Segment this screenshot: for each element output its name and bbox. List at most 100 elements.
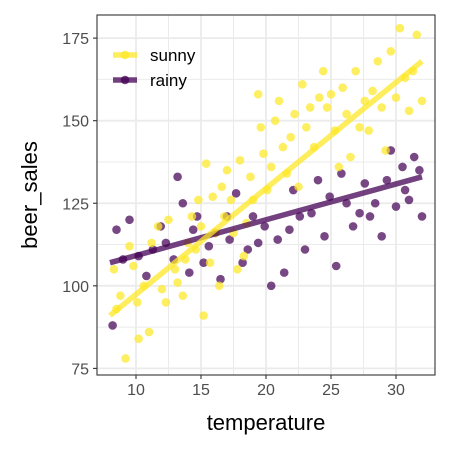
rainy-data-point	[415, 165, 424, 175]
fit-lines	[108, 59, 424, 318]
rainy-data-point	[360, 179, 370, 188]
sunny-data-point	[205, 258, 215, 268]
sunny-data-point	[173, 278, 182, 287]
sunny-data-point	[318, 66, 328, 76]
sunny-data-point	[377, 103, 387, 112]
sunny-data-point	[153, 222, 163, 231]
sunny-data-point	[373, 56, 383, 66]
rainy-data-point	[248, 212, 258, 221]
sunny-data-point	[214, 281, 224, 291]
sunny-data-point	[342, 109, 351, 119]
sunny-data-point	[298, 80, 307, 89]
x-tick-label: 15	[192, 382, 210, 399]
sunny-data-point	[294, 182, 303, 192]
rainy-data-point	[307, 208, 316, 218]
rainy-data-point	[370, 198, 380, 208]
sunny-data-point	[417, 96, 427, 106]
sunny-data-point	[364, 126, 374, 135]
rainy-data-point	[337, 169, 346, 178]
rainy-data-point	[279, 268, 289, 277]
rainy-data-point	[108, 321, 117, 330]
rainy-data-point	[266, 281, 276, 291]
sunny-data-point	[386, 47, 396, 56]
sunny-data-point	[208, 192, 217, 201]
sunny-data-point	[157, 284, 167, 294]
rainy-data-point	[238, 258, 247, 268]
sunny-data-point	[368, 86, 377, 96]
rainy-data-point	[342, 198, 351, 208]
rainy-data-point	[285, 225, 294, 234]
sunny-data-point	[201, 159, 211, 168]
rainy-data-point	[260, 222, 270, 231]
x-tick-label: 30	[387, 382, 405, 399]
y-tick-label: 75	[71, 361, 89, 378]
rainy-data-point	[178, 198, 188, 208]
sunny-data-point	[381, 146, 390, 155]
sunny-data-point	[235, 156, 245, 165]
rainy-data-point	[355, 208, 364, 218]
sunny-data-point	[133, 298, 142, 307]
x-axis-title: temperature	[207, 410, 326, 435]
x-tick-label: 10	[127, 382, 145, 399]
rainy-data-point	[365, 212, 375, 221]
y-tick-label: 100	[62, 279, 89, 296]
sunny-data-point	[278, 142, 288, 152]
rainy-data-point	[320, 231, 329, 241]
sunny-data-point	[121, 354, 130, 363]
sunny-data-point	[395, 23, 405, 33]
rainy-data-point	[112, 225, 121, 234]
sunny-data-point	[144, 327, 154, 337]
sunny-data-point	[266, 162, 276, 172]
rainy-data-point	[331, 261, 341, 271]
sunny-data-point	[125, 241, 134, 251]
sunny-data-point	[404, 106, 414, 116]
sunny-data-point	[305, 103, 315, 112]
sunny-data-point	[256, 122, 266, 132]
sunny-data-point	[302, 122, 311, 132]
sunny-data-point	[338, 83, 348, 92]
sunny-data-point	[270, 116, 280, 125]
sunny-data-point	[178, 291, 188, 301]
rainy-legend-label: rainy	[150, 71, 187, 90]
sunny-data-point	[194, 195, 203, 205]
rainy-data-point	[377, 231, 387, 241]
sunny-data-point	[226, 195, 236, 205]
rainy-data-point	[204, 241, 214, 251]
sunny-data-point	[391, 93, 401, 102]
rainy-data-point	[188, 225, 198, 234]
sunny-data-point	[246, 172, 255, 182]
sunny-data-point	[109, 265, 119, 274]
rainy-data-point	[185, 268, 194, 277]
y-tick-label: 150	[62, 114, 89, 131]
y-tick-label: 125	[62, 196, 89, 213]
sunny-data-point	[355, 122, 364, 132]
sunny-trend-line	[108, 59, 424, 318]
sunny-data-point	[161, 298, 171, 307]
sunny-data-point	[217, 182, 227, 192]
rainy-data-point	[173, 172, 182, 182]
rainy-data-point	[417, 212, 427, 221]
sunny-data-point	[239, 251, 249, 261]
sunny-data-point	[286, 132, 296, 142]
legend: sunny rainy	[113, 46, 196, 90]
sunny-data-point	[233, 265, 242, 274]
rainy-data-point	[391, 202, 401, 211]
rainy-data-point	[142, 271, 151, 281]
rainy-data-point	[313, 175, 323, 185]
rainy-data-point	[398, 162, 407, 172]
sunny-data-point	[351, 66, 361, 76]
sunny-data-point	[196, 222, 206, 231]
rainy-data-point	[273, 235, 283, 244]
sunny-data-point	[147, 238, 156, 248]
rainy-trend-line	[109, 174, 423, 266]
sunny-data-point	[315, 93, 324, 102]
sunny-data-point	[253, 89, 263, 99]
rainy-data-point	[382, 175, 392, 185]
x-tick-label: 25	[322, 382, 340, 399]
rainy-data-point	[231, 189, 241, 198]
sunny-data-point	[129, 261, 138, 271]
rainy-data-point	[409, 152, 419, 162]
rainy-data-point	[404, 195, 414, 205]
sunny-legend-key	[120, 50, 130, 60]
